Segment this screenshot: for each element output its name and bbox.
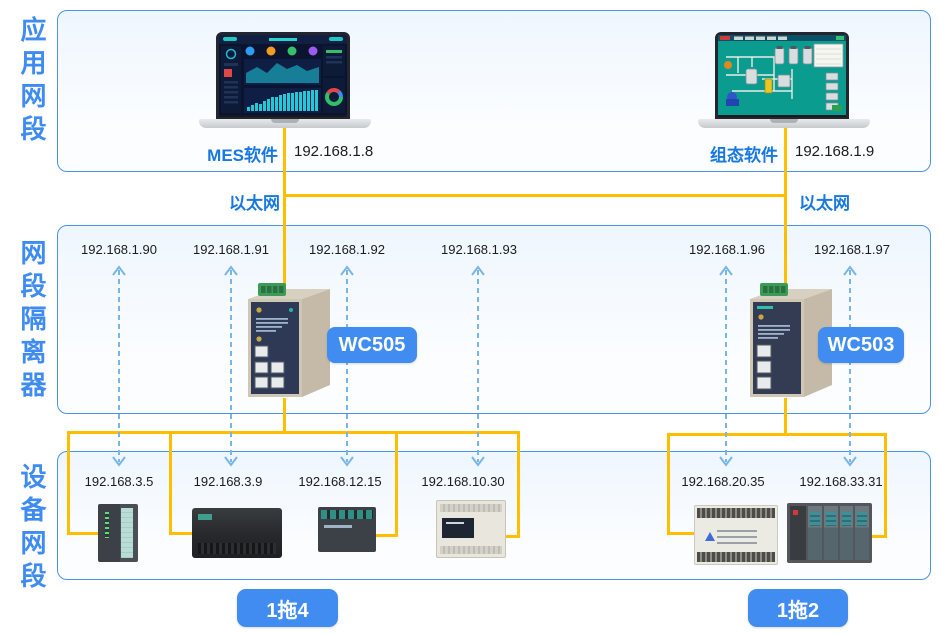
delta-dvp-plc [694, 505, 778, 565]
left-group-badge: 1拖4 [237, 589, 338, 627]
plc-label-line-2 [717, 536, 757, 538]
siemens-s71200-plc [318, 507, 376, 552]
wc503-model-badge: WC503 [818, 327, 904, 363]
left-bus-stub-4 [504, 535, 520, 538]
mes-software-label: MES软件 [207, 146, 278, 165]
right-bus-drop-2 [884, 433, 887, 538]
scada-ip-label: 192.168.1.9 [795, 143, 875, 160]
ethernet-backbone-line [283, 194, 787, 197]
left-bus-drop-3 [395, 431, 398, 537]
left-device-bus-line [67, 431, 520, 434]
ethernet-line-scada-drop [784, 128, 787, 288]
ethernet-line-mes-drop [283, 128, 286, 286]
wc503-gateway-device [750, 283, 832, 397]
left-bus-drop-1 [67, 431, 70, 535]
section-label-application: 应用网段 [17, 16, 47, 148]
section-label-isolator: 网段隔离器 [17, 239, 47, 404]
isolator-ip-6: 192.168.1.97 [814, 242, 890, 257]
plc-label-line-3 [717, 542, 757, 544]
rack-module-3 [839, 506, 854, 560]
dashed-link-arrow-6 [843, 265, 857, 467]
right-bus-stub-2 [858, 535, 887, 538]
plc-brand-tag [198, 514, 212, 520]
right-device-bus-line [667, 433, 887, 436]
left-bus-stub-2 [169, 532, 194, 535]
plc-panel-text-line [446, 522, 464, 524]
left-bus-drop-2 [169, 431, 172, 535]
left-bus-stub-1 [67, 532, 100, 535]
ethernet-label-left: 以太网 [229, 194, 280, 213]
mes-laptop-screen [216, 32, 350, 120]
mes-laptop-hinge [271, 119, 299, 123]
ethernet-label-right: 以太网 [799, 194, 850, 213]
device-ip-1: 192.168.3.5 [84, 474, 154, 489]
plc-bottom-terminal-strip [440, 546, 502, 554]
dashed-link-arrow-4 [471, 265, 485, 467]
plc-top-terminal-strip [440, 504, 502, 512]
isolator-ip-1: 192.168.1.90 [81, 242, 157, 257]
isolator-ip-2: 192.168.1.91 [193, 242, 269, 257]
device-ip-2: 192.168.3.9 [193, 474, 263, 489]
plc-led-column [105, 512, 109, 538]
siemens-s7300-rack-plc [787, 503, 872, 563]
right-group-badge: 1拖2 [748, 589, 848, 627]
rack-module-4 [855, 506, 869, 560]
wc505-downlink-line [283, 398, 286, 434]
isolator-ip-5: 192.168.1.96 [689, 242, 765, 257]
rack-module-2 [823, 506, 838, 560]
isolator-ip-3: 192.168.1.92 [309, 242, 385, 257]
delta-logo [705, 532, 715, 541]
wc505-model-badge: WC505 [327, 327, 417, 363]
device-ip-3: 192.168.12.15 [298, 474, 382, 489]
plc-terminal-comb [198, 543, 276, 554]
rack-power-supply [790, 506, 806, 560]
mes-laptop-base [199, 119, 371, 128]
left-bus-stub-3 [374, 534, 398, 537]
plc-bottom-terminal-comb [697, 552, 775, 562]
wc505-gateway-device [248, 283, 330, 397]
device-ip-6: 192.168.33.31 [799, 474, 883, 489]
dashed-link-arrow-5 [719, 265, 733, 467]
scada-laptop-hinge [770, 119, 798, 123]
siemens-s7200-plc [192, 508, 282, 558]
rack-module-1 [808, 506, 822, 560]
section-label-device: 设备网段 [17, 463, 47, 595]
isolator-ip-4: 192.168.1.93 [441, 242, 517, 257]
device-ip-5: 192.168.20.35 [681, 474, 765, 489]
mitsubishi-fx-plc [436, 500, 506, 558]
right-bus-drop-1 [667, 433, 670, 535]
dashed-link-arrow-3 [340, 265, 354, 467]
plc-label-stripe [121, 508, 133, 558]
dashed-link-arrow-2 [224, 265, 238, 467]
plc-top-terminal-comb [697, 508, 775, 518]
mes-ip-label: 192.168.1.8 [294, 143, 374, 160]
device-ip-4: 192.168.10.30 [421, 474, 505, 489]
mes-dashboard-screenshot [219, 35, 347, 115]
plc-label-line [324, 525, 352, 528]
scada-laptop-base [698, 119, 870, 128]
dashed-link-arrow-1 [112, 265, 126, 467]
scada-laptop-screen [715, 32, 849, 120]
plc-label-line-1 [717, 530, 757, 532]
siemens-s7300-module-plc [98, 504, 138, 562]
scada-hmi-screenshot [718, 35, 846, 115]
right-bus-stub-1 [667, 532, 696, 535]
plc-front-panel [442, 518, 474, 538]
left-bus-drop-4 [517, 431, 520, 538]
plc-top-connectors [321, 510, 373, 519]
wc503-downlink-line [784, 398, 787, 436]
scada-software-label: 组态软件 [710, 146, 778, 165]
